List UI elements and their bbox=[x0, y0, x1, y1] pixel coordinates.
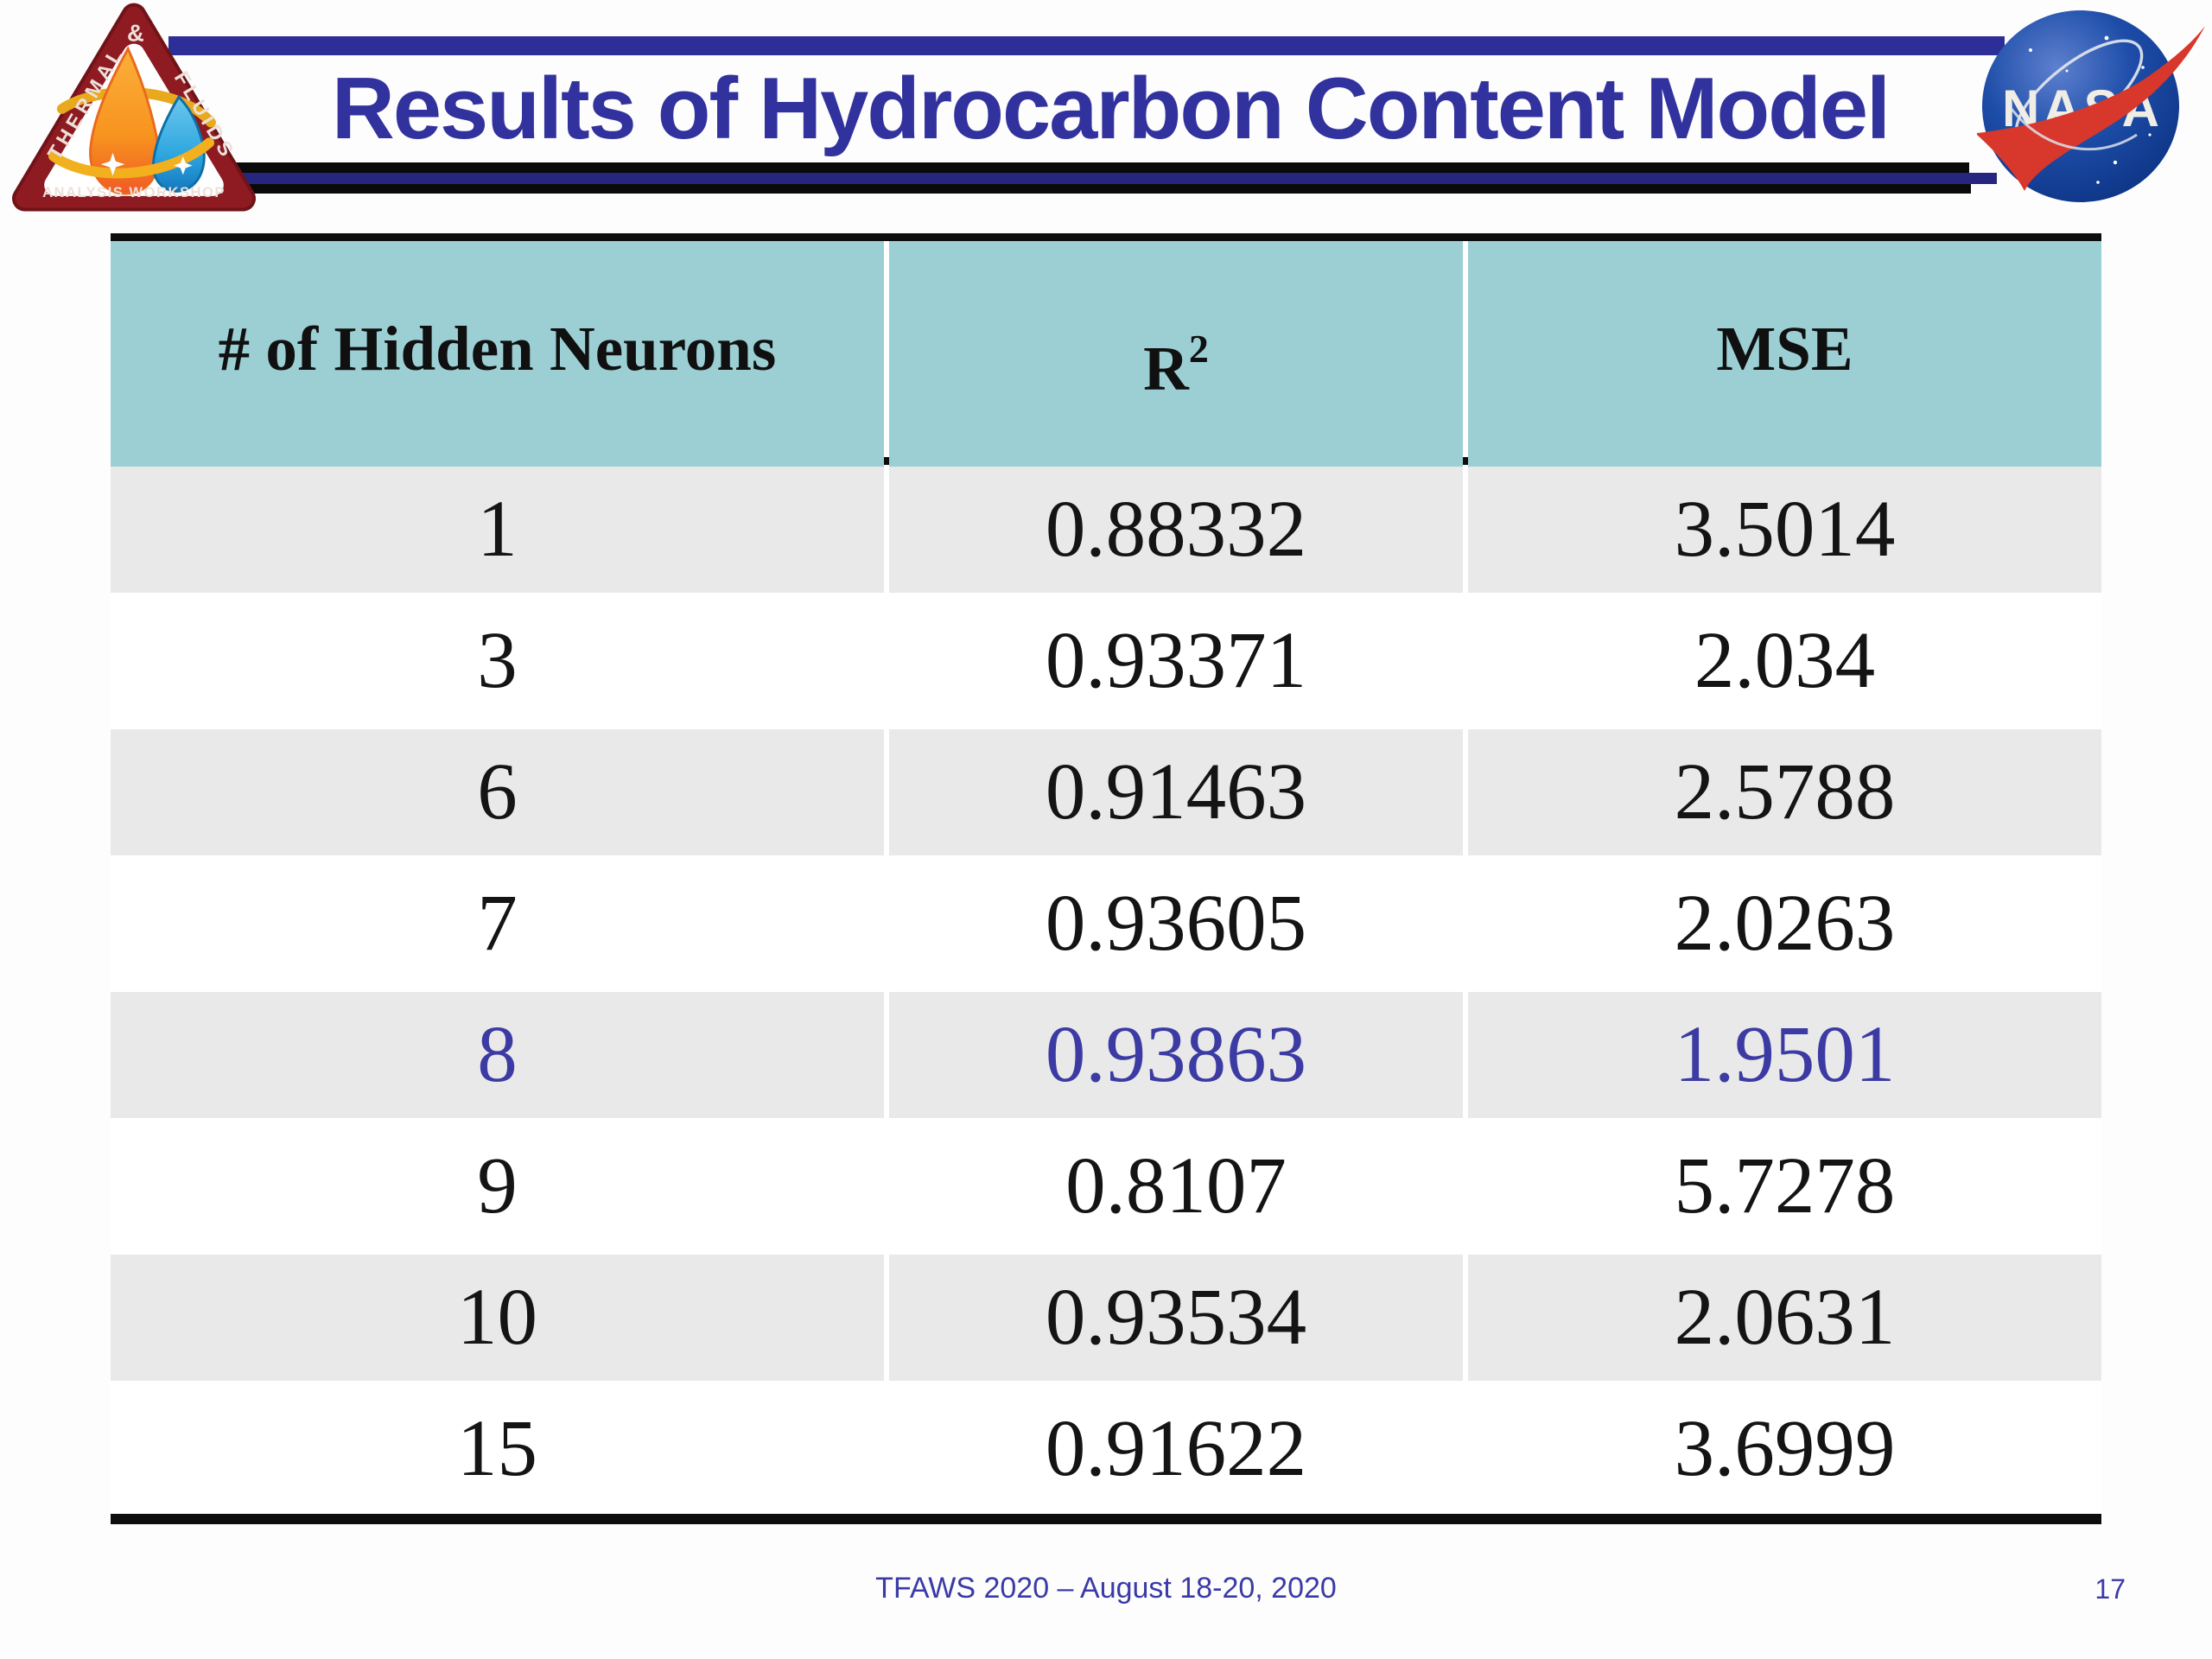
table-cell-neurons: 10 bbox=[111, 1255, 884, 1381]
tfaws-amp-label: & bbox=[127, 20, 144, 47]
table-row: 10 0.93534 2.0631 bbox=[111, 1255, 2101, 1381]
underline-black-top bbox=[231, 162, 1969, 173]
table-top-rule bbox=[111, 233, 2101, 241]
title-top-bar bbox=[168, 36, 2005, 55]
table-row: 6 0.91463 2.5788 bbox=[111, 729, 2101, 855]
table-cell-mse: 2.5788 bbox=[1468, 729, 2101, 855]
nasa-logo-icon: NASA bbox=[1977, 10, 2205, 202]
table-cell-r2: 0.93605 bbox=[1045, 879, 1307, 968]
table-cell-mse: 2.0631 bbox=[1468, 1255, 2101, 1381]
table-cell-r2: 0.93371 bbox=[1045, 616, 1307, 705]
table-header-row: # of Hidden Neurons R2 MSE bbox=[111, 241, 2101, 477]
table-cell-r2: 0.91622 bbox=[1045, 1404, 1307, 1493]
table-cell-neurons: 9 bbox=[477, 1141, 518, 1230]
tfaws-workshop-label: ANALYSIS WORKSHOP bbox=[42, 184, 226, 200]
table-body: 1 0.88332 3.5014 3 0.93371 2.034 6 0.91463 2.578… bbox=[111, 465, 2101, 1514]
tfaws-logo-icon: & THERMAL FLUIDS ANALYSIS WORKSHOP bbox=[11, 3, 257, 212]
page-title: Results of Hydrocarbon Content Model bbox=[331, 60, 1891, 157]
table-row: 1 0.88332 3.5014 bbox=[111, 467, 2101, 593]
table-cell-r2: 0.93534 bbox=[889, 1255, 1463, 1381]
table-row: 7 0.93605 2.0263 bbox=[111, 861, 2101, 987]
table-cell-r2: 0.8107 bbox=[1065, 1141, 1287, 1230]
table-cell-mse: 5.7278 bbox=[1674, 1141, 1896, 1230]
table-cell-neurons: 6 bbox=[111, 729, 884, 855]
table-cell-mse: 3.5014 bbox=[1468, 467, 2101, 593]
table-cell-r2: 0.91463 bbox=[889, 729, 1463, 855]
underline-navy bbox=[231, 173, 1997, 184]
table-cell-neurons: 7 bbox=[477, 879, 518, 968]
header-cell-neurons: # of Hidden Neurons bbox=[111, 241, 884, 477]
title-underline bbox=[231, 162, 1997, 194]
r2-superscript: 2 bbox=[1188, 327, 1209, 371]
header-cell-r2: R2 bbox=[889, 241, 1463, 477]
table-row: 15 0.91622 3.6999 bbox=[111, 1386, 2101, 1512]
table-cell-mse: 2.034 bbox=[1694, 616, 1876, 705]
table-cell-mse: 2.0263 bbox=[1674, 879, 1896, 968]
results-table: # of Hidden Neurons R2 MSE 1 0.88332 3.501… bbox=[111, 233, 2101, 1524]
footer-text: TFAWS 2020 – August 18-20, 2020 bbox=[875, 1572, 1337, 1605]
header-cell-mse: MSE bbox=[1468, 241, 2101, 477]
underline-black-bottom bbox=[231, 184, 1971, 194]
table-cell-neurons: 15 bbox=[457, 1404, 537, 1493]
table-row: 9 0.8107 5.7278 bbox=[111, 1123, 2101, 1249]
r2-base: R bbox=[1143, 334, 1189, 404]
table-cell-neurons: 1 bbox=[111, 467, 884, 593]
table-row: 3 0.93371 2.034 bbox=[111, 598, 2101, 724]
table-cell-r2: 0.88332 bbox=[889, 467, 1463, 593]
table-cell-neurons: 8 bbox=[111, 992, 884, 1118]
table-bottom-rule bbox=[111, 1514, 2101, 1524]
page-number: 17 bbox=[2094, 1573, 2126, 1605]
table-cell-r2: 0.93863 bbox=[889, 992, 1463, 1118]
table-cell-mse: 3.6999 bbox=[1674, 1404, 1896, 1493]
table-row: 8 0.93863 1.9501 bbox=[111, 992, 2101, 1118]
table-cell-neurons: 3 bbox=[477, 616, 518, 705]
table-cell-mse: 1.9501 bbox=[1468, 992, 2101, 1118]
